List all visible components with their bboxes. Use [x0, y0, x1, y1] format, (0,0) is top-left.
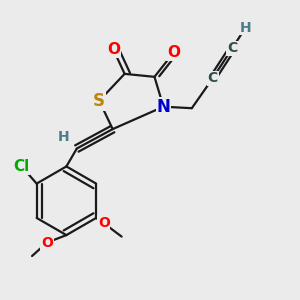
Text: Cl: Cl [14, 159, 30, 174]
Text: O: O [98, 216, 110, 230]
Text: N: N [157, 98, 170, 116]
Text: O: O [167, 46, 180, 61]
Text: H: H [240, 21, 251, 34]
Text: H: H [58, 130, 69, 144]
Text: C: C [208, 71, 218, 85]
Text: O: O [107, 43, 120, 58]
Text: C: C [227, 41, 237, 56]
Text: S: S [93, 92, 105, 110]
Text: O: O [41, 236, 53, 250]
